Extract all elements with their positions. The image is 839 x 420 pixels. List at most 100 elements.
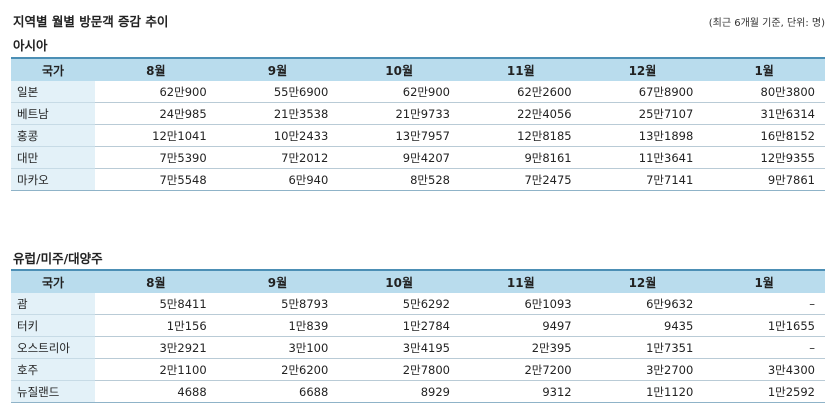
table-row: 괌 5만8411 5만8793 5만6292 6만1093 6만9632– [11,293,825,315]
country-cell: 대만 [11,146,95,169]
page-title: 지역별 월별 방문객 증감 추이 [13,14,169,29]
value-cell: 12만1041 [95,124,217,147]
value-cell: 10만2433 [216,124,339,147]
table-row: 대만 7만5390 7만2012 9만4207 9만8161 11만3641 12만9355 [11,146,825,169]
value-cell: 12만8185 [459,124,582,147]
column-header-month: 11월 [459,269,582,293]
value-cell: 55만6900 [216,81,339,103]
column-header-month: 1월 [703,57,825,81]
value-cell: 9497 [459,314,582,337]
value-cell: 9만7861 [703,168,825,191]
value-cell: 5만6292 [338,293,460,315]
value-cell: 7만5548 [95,168,217,191]
value-cell: 8929 [338,380,460,403]
value-cell: 7만2012 [216,146,339,169]
value-cell: 2만1100 [95,358,217,381]
value-cell: 3만4300 [703,358,825,381]
value-cell: 9만4207 [338,146,460,169]
value-cell: 3만2700 [581,358,704,381]
value-cell: 62만900 [95,81,217,103]
column-header-month: 9월 [216,269,339,293]
value-cell: 8만528 [338,168,460,191]
value-cell: 80만3800 [703,81,825,103]
value-cell: 21만3538 [216,102,339,125]
value-cell: 3만2921 [95,336,217,359]
value-cell: 62만900 [338,81,460,103]
value-cell: 2만395 [459,336,582,359]
value-cell: 6만940 [216,168,339,191]
section-title-europe-americas-oceania: 유럽/미주/대양주 [13,251,103,266]
table-row: 터키 1만156 1만839 1만2784 9497 9435 1만1655 [11,314,825,337]
value-cell: 13만1898 [581,124,704,147]
value-cell: 3만100 [216,336,339,359]
value-cell: 16만8152 [703,124,825,147]
value-cell: 7만2475 [459,168,582,191]
value-cell: 12만9355 [703,146,825,169]
column-header-month: 1월 [703,269,825,293]
value-cell: 31만6314 [703,102,825,125]
value-cell: – [703,293,825,315]
column-header-month: 12월 [581,269,704,293]
country-cell: 일본 [11,81,95,103]
column-header-month: 10월 [338,57,460,81]
value-cell: 2만7200 [459,358,582,381]
value-cell: 6만1093 [459,293,582,315]
country-cell: 터키 [11,314,95,337]
country-cell: 뉴질랜드 [11,380,95,403]
value-cell: 67만8900 [581,81,704,103]
table-row: 마카오 7만5548 6만940 8만528 7만2475 7만7141 9만7861 [11,168,825,191]
value-cell: 3만4195 [338,336,460,359]
value-cell: 13만7957 [338,124,460,147]
country-cell: 마카오 [11,168,95,191]
country-cell: 베트남 [11,102,95,125]
value-cell: 2만7800 [338,358,460,381]
column-header-country: 국가 [11,269,95,293]
column-header-month: 8월 [95,57,217,81]
value-cell: 1만2784 [338,314,460,337]
value-cell: 4688 [95,380,217,403]
value-cell: 21만9733 [338,102,460,125]
value-cell: 1만1655 [703,314,825,337]
country-cell: 괌 [11,293,95,315]
column-header-month: 8월 [95,269,217,293]
column-header-month: 10월 [338,269,460,293]
value-cell: 7만5390 [95,146,217,169]
value-cell: 5만8793 [216,293,339,315]
table-asia: 국가 8월 9월 10월 11월 12월 1월 일본 62만900 55만6900 62만900 62… [11,57,825,191]
value-cell: 1만7351 [581,336,704,359]
column-header-month: 9월 [216,57,339,81]
value-cell: 6만9632 [581,293,704,315]
value-cell: 1만2592 [703,380,825,403]
value-cell: 5만8411 [95,293,217,315]
section-title-asia: 아시아 [13,38,48,53]
value-cell: 1만839 [216,314,339,337]
value-cell: 2만6200 [216,358,339,381]
value-cell: 25만7107 [581,102,704,125]
value-cell: 62만2600 [459,81,582,103]
country-cell: 홍콩 [11,124,95,147]
header-row: 국가 8월 9월 10월 11월 12월 1월 [11,269,825,293]
column-header-month: 12월 [581,57,704,81]
header-row: 국가 8월 9월 10월 11월 12월 1월 [11,57,825,81]
table-row: 홍콩 12만1041 10만2433 13만7957 12만8185 13만1898 16만… [11,124,825,147]
table-row: 일본 62만900 55만6900 62만900 62만2600 67만8900 80만38… [11,81,825,103]
value-cell: 9312 [459,380,582,403]
value-cell: 9435 [581,314,704,337]
value-cell: 1만1120 [581,380,704,403]
table-row: 호주 2만1100 2만6200 2만7800 2만7200 3만2700 3만4300 [11,358,825,381]
table-row: 뉴질랜드 4688 6688 8929 9312 1만1120 1만2592 [11,380,825,403]
value-cell: 11만3641 [581,146,704,169]
value-cell: 7만7141 [581,168,704,191]
value-cell: 22만4056 [459,102,582,125]
column-header-country: 국가 [11,57,95,81]
value-cell: 6688 [216,380,339,403]
value-cell: 24만985 [95,102,217,125]
country-cell: 오스트리아 [11,336,95,359]
unit-note: (최근 6개월 기준, 단위: 명) [708,18,825,29]
column-header-month: 11월 [459,57,582,81]
value-cell: 1만156 [95,314,217,337]
table-row: 오스트리아 3만2921 3만100 3만4195 2만395 1만7351– [11,336,825,359]
value-cell: – [703,336,825,359]
country-cell: 호주 [11,358,95,381]
table-europe-americas-oceania: 국가 8월 9월 10월 11월 12월 1월 괌 5만8411 5만8793 5만6292 6만10… [11,269,825,403]
